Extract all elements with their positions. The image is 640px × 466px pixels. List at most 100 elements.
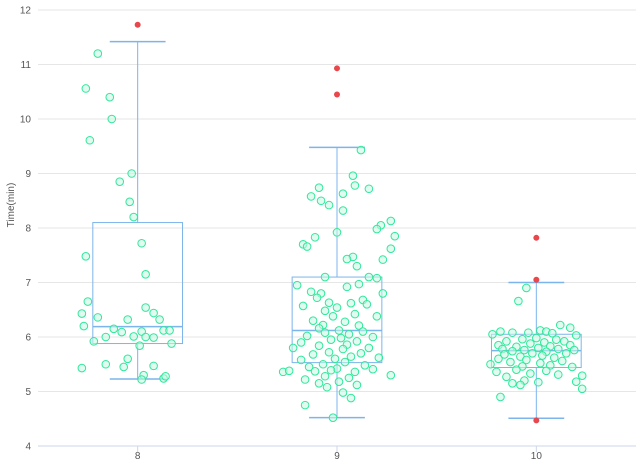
data-point	[332, 228, 342, 237]
data-point	[352, 261, 362, 271]
data-point	[559, 337, 569, 346]
data-point	[308, 350, 318, 359]
data-point	[127, 169, 136, 178]
data-point	[344, 373, 354, 383]
data-point	[306, 287, 316, 297]
data-point	[342, 282, 352, 292]
data-point	[336, 333, 346, 343]
data-point	[571, 331, 581, 340]
data-point	[338, 206, 348, 215]
data-point	[358, 327, 368, 336]
data-point	[105, 92, 115, 102]
data-point	[83, 297, 93, 306]
data-point	[364, 272, 374, 282]
data-point	[514, 296, 523, 306]
data-point	[494, 354, 503, 364]
data-point	[526, 339, 535, 348]
data-point	[508, 328, 517, 337]
data-point	[85, 135, 95, 145]
x-tick-label: 8	[135, 451, 141, 462]
data-point	[135, 341, 144, 351]
data-point	[346, 352, 356, 361]
data-point	[310, 367, 320, 376]
data-point	[141, 332, 150, 342]
data-point	[101, 359, 111, 369]
data-point	[320, 328, 330, 337]
box-8	[92, 40, 184, 380]
data-point	[522, 283, 531, 293]
data-point	[129, 212, 138, 222]
data-point	[328, 311, 338, 321]
data-point	[352, 337, 362, 346]
data-point	[288, 343, 298, 353]
data-point	[296, 355, 306, 365]
data-point	[77, 309, 87, 318]
data-point	[304, 362, 314, 372]
data-point	[338, 344, 348, 354]
data-point	[81, 252, 91, 261]
data-point	[386, 244, 396, 254]
y-axis-title: Time(min)	[6, 183, 17, 228]
data-point	[93, 313, 103, 322]
y-tick-label: 8	[25, 224, 31, 235]
data-point	[312, 293, 322, 303]
data-point	[101, 332, 111, 342]
data-point	[567, 362, 577, 372]
data-point	[508, 346, 517, 356]
data-point	[77, 363, 87, 373]
data-point	[553, 344, 563, 354]
data-point	[314, 379, 324, 388]
data-point	[526, 369, 535, 378]
data-point	[571, 377, 581, 386]
data-point	[350, 309, 360, 319]
data-point	[332, 303, 342, 312]
data-point	[292, 280, 302, 290]
x-tick-label: 10	[531, 451, 543, 462]
data-point	[378, 255, 388, 264]
y-tick-label: 4	[25, 442, 31, 453]
data-point	[141, 270, 150, 279]
data-point	[569, 345, 579, 355]
data-point	[364, 184, 374, 194]
data-point	[350, 181, 360, 190]
data-point	[522, 355, 531, 365]
data-point	[496, 327, 505, 336]
data-point	[528, 349, 537, 358]
data-point	[296, 338, 306, 347]
data-point	[338, 388, 348, 397]
data-point	[496, 392, 505, 402]
data-point	[348, 171, 358, 180]
data-point	[354, 321, 364, 330]
data-point	[324, 347, 334, 357]
data-point	[534, 377, 543, 387]
data-point	[300, 400, 310, 410]
data-point	[123, 354, 132, 364]
data-point	[492, 367, 501, 377]
data-point	[386, 370, 396, 380]
data-point	[350, 367, 360, 377]
data-point	[506, 357, 515, 367]
y-tick-label: 12	[20, 6, 32, 17]
data-point	[161, 371, 170, 381]
x-tick-label: 9	[334, 451, 340, 462]
scatter-points	[77, 49, 587, 422]
data-point	[316, 196, 326, 206]
data-point	[123, 315, 132, 324]
data-point	[372, 311, 382, 321]
data-point	[302, 242, 312, 251]
outlier-point	[533, 276, 540, 283]
data-point	[518, 334, 527, 344]
data-point	[107, 114, 117, 124]
data-point	[364, 343, 374, 353]
data-point	[390, 231, 400, 241]
data-point	[298, 301, 308, 311]
data-point	[553, 370, 563, 379]
data-point	[356, 145, 366, 155]
data-point	[284, 366, 294, 376]
data-point	[346, 298, 356, 308]
data-point	[342, 254, 352, 264]
data-point	[334, 326, 344, 335]
data-point	[512, 365, 521, 375]
data-point	[340, 357, 350, 367]
